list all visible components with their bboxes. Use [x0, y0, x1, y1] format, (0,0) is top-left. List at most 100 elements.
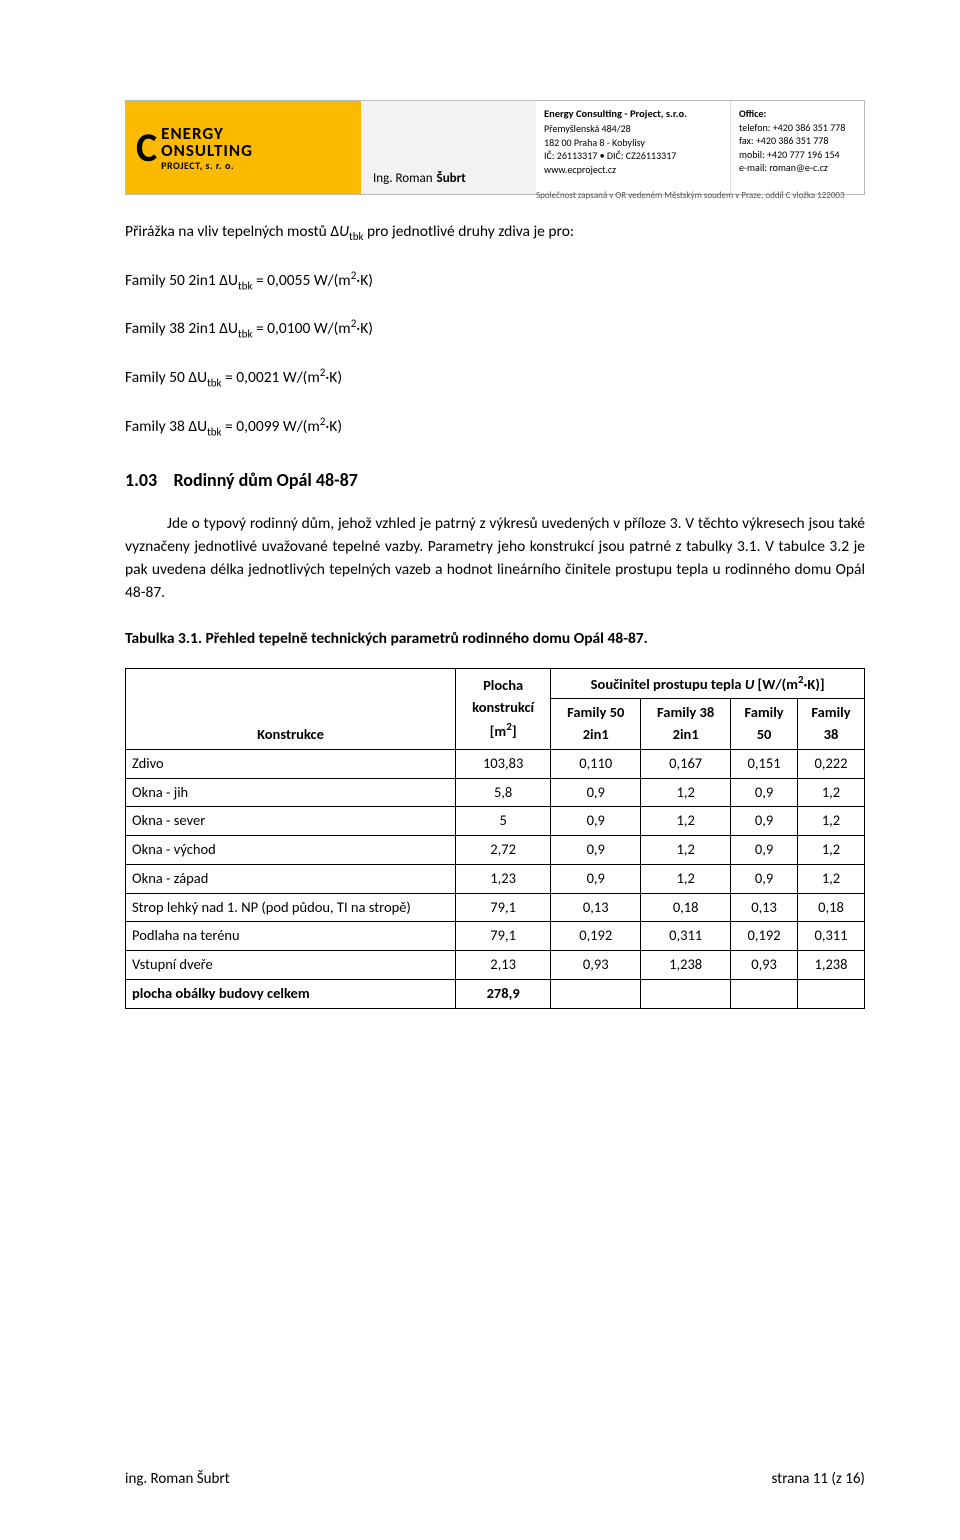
th-f38-2in1: Family 382in1 — [641, 699, 731, 750]
company-ids: IČ: 26113317 • DIČ: CZ26113317 — [544, 149, 722, 163]
cell-konstrukce: Strop lehký nad 1. NP (pod půdou, TI na … — [126, 893, 456, 922]
cell-f38: 1,238 — [798, 951, 865, 980]
cell-f38: 0,222 — [798, 749, 865, 778]
logo-line2: ONSULTING — [161, 142, 253, 159]
office-mobil: mobil: +420 777 196 154 — [739, 148, 856, 162]
cell-f38-2in1: 1,2 — [641, 864, 731, 893]
company-block: Energy Consulting - Project, s.r.o. Přem… — [536, 101, 731, 194]
th-soucinitel: Součinitel prostupu tepla U [W/(m2·K)] — [551, 668, 865, 699]
section-heading: 1.03 Rodinný dům Opál 48-87 — [125, 467, 865, 494]
logo-sub: PROJECT, s. r. o. — [161, 161, 253, 171]
table-head: Konstrukce Plocha konstrukcí [m2] Součin… — [126, 668, 865, 749]
page-footer: ing. Roman Šubrt strana 11 (z 16) — [125, 1470, 865, 1488]
cell-f50: 0,9 — [731, 864, 798, 893]
th-konstrukce: Konstrukce — [126, 668, 456, 749]
cell-f38: 1,2 — [798, 807, 865, 836]
cell-plocha: 79,1 — [456, 922, 551, 951]
letterhead: C ENERGY ONSULTING PROJECT, s. r. o. Ing… — [125, 100, 865, 195]
footer-left: ing. Roman Šubrt — [125, 1470, 230, 1488]
cell-f50-2in1: 0,110 — [551, 749, 641, 778]
table-row: Strop lehký nad 1. NP (pod půdou, TI na … — [126, 893, 865, 922]
header-footnote: Společnost zapsaná v OR vedeném Městským… — [536, 190, 845, 201]
logo-line1: ENERGY — [161, 125, 253, 142]
parameters-table: Konstrukce Plocha konstrukcí [m2] Součin… — [125, 668, 865, 1009]
company-web: www.ecproject.cz — [544, 163, 722, 177]
author-prefix: Ing. Roman — [373, 171, 433, 186]
office-block: Office: telefon: +420 386 351 778 fax: +… — [731, 101, 864, 194]
table-caption: Tabulka 3.1. Přehled tepelně technických… — [125, 627, 865, 650]
cell-konstrukce: Okna - východ — [126, 836, 456, 865]
table-row: Okna - sever50,91,20,91,2 — [126, 807, 865, 836]
cell-f50: 0,9 — [731, 836, 798, 865]
cell-f38: 0,311 — [798, 922, 865, 951]
th-f38: Family38 — [798, 699, 865, 750]
author-block: Ing. Roman Šubrt — [361, 101, 536, 194]
cell-plocha: 2,72 — [456, 836, 551, 865]
cell-total-label: plocha obálky budovy celkem — [126, 979, 456, 1008]
table-row: Okna - východ2,720,91,20,91,2 — [126, 836, 865, 865]
cell-f50-2in1: 0,13 — [551, 893, 641, 922]
table-row: Okna - jih5,80,91,20,91,2 — [126, 778, 865, 807]
logo-block: C ENERGY ONSULTING PROJECT, s. r. o. — [126, 101, 361, 194]
cell-f38-2in1: 1,238 — [641, 951, 731, 980]
cell-f50-2in1: 0,9 — [551, 864, 641, 893]
cell-f50-2in1: 0,9 — [551, 807, 641, 836]
cell-f50: 0,9 — [731, 807, 798, 836]
cell-konstrukce: Okna - jih — [126, 778, 456, 807]
company-addr2: 182 00 Praha 8 - Kobylisy — [544, 136, 722, 150]
office-fax: fax: +420 386 351 778 — [739, 134, 856, 148]
th-plocha: Plocha konstrukcí [m2] — [456, 668, 551, 749]
table-total-row: plocha obálky budovy celkem278,9 — [126, 979, 865, 1008]
table-row: Podlaha na terénu79,10,1920,3110,1920,31… — [126, 922, 865, 951]
table-row: Zdivo103,830,1100,1670,1510,222 — [126, 749, 865, 778]
cell-f50: 0,151 — [731, 749, 798, 778]
cell-f38-2in1: 1,2 — [641, 807, 731, 836]
table-body: Zdivo103,830,1100,1670,1510,222Okna - ji… — [126, 749, 865, 1008]
cell-f38: 1,2 — [798, 836, 865, 865]
table-row: Okna - západ1,230,91,20,91,2 — [126, 864, 865, 893]
cell-f50-2in1: 0,93 — [551, 951, 641, 980]
family-38: Family 38 ΔUtbk = 0,0099 W/(m2·K) — [125, 414, 865, 441]
cell-konstrukce: Podlaha na terénu — [126, 922, 456, 951]
cell-f38: 1,2 — [798, 864, 865, 893]
intro-line: Přirážka na vliv tepelných mostů ΔUtbk p… — [125, 220, 865, 246]
family-50-2in1: Family 50 2in1 ΔUtbk = 0,0055 W/(m2·K) — [125, 268, 865, 295]
cell-f50: 0,9 — [731, 778, 798, 807]
cell-plocha: 5 — [456, 807, 551, 836]
cell-plocha: 79,1 — [456, 893, 551, 922]
footer-right: strana 11 (z 16) — [771, 1470, 865, 1488]
cell-f50: 0,13 — [731, 893, 798, 922]
cell-konstrukce: Vstupní dveře — [126, 951, 456, 980]
cell-konstrukce: Okna - sever — [126, 807, 456, 836]
office-title: Office: — [739, 107, 856, 121]
th-f50: Family50 — [731, 699, 798, 750]
cell-f50-2in1: 0,192 — [551, 922, 641, 951]
cell-plocha: 103,83 — [456, 749, 551, 778]
cell-f38-2in1: 1,2 — [641, 778, 731, 807]
logo-c-icon: C — [136, 130, 157, 166]
th-f50-2in1: Family 502in1 — [551, 699, 641, 750]
cell-f50-2in1: 0,9 — [551, 836, 641, 865]
author-last: Šubrt — [437, 171, 466, 186]
cell-plocha: 1,23 — [456, 864, 551, 893]
cell-total-val: 278,9 — [456, 979, 551, 1008]
cell-f38-2in1: 0,311 — [641, 922, 731, 951]
table-row: Vstupní dveře2,130,931,2380,931,238 — [126, 951, 865, 980]
cell-f38-2in1: 1,2 — [641, 836, 731, 865]
cell-f38: 1,2 — [798, 778, 865, 807]
cell-konstrukce: Zdivo — [126, 749, 456, 778]
section-paragraph: Jde o typový rodinný dům, jehož vzhled j… — [125, 512, 865, 605]
body: Přirážka na vliv tepelných mostů ΔUtbk p… — [125, 220, 865, 1009]
family-38-2in1: Family 38 2in1 ΔUtbk = 0,0100 W/(m2·K) — [125, 316, 865, 343]
office-tel: telefon: +420 386 351 778 — [739, 121, 856, 135]
cell-plocha: 2,13 — [456, 951, 551, 980]
cell-f38-2in1: 0,167 — [641, 749, 731, 778]
cell-konstrukce: Okna - západ — [126, 864, 456, 893]
company-addr1: Přemyšlenská 484/28 — [544, 122, 722, 136]
cell-f38: 0,18 — [798, 893, 865, 922]
company-title: Energy Consulting - Project, s.r.o. — [544, 107, 722, 121]
cell-plocha: 5,8 — [456, 778, 551, 807]
office-mail: e-mail: roman@e-c.cz — [739, 161, 856, 175]
cell-f50: 0,93 — [731, 951, 798, 980]
family-50: Family 50 ΔUtbk = 0,0021 W/(m2·K) — [125, 365, 865, 392]
